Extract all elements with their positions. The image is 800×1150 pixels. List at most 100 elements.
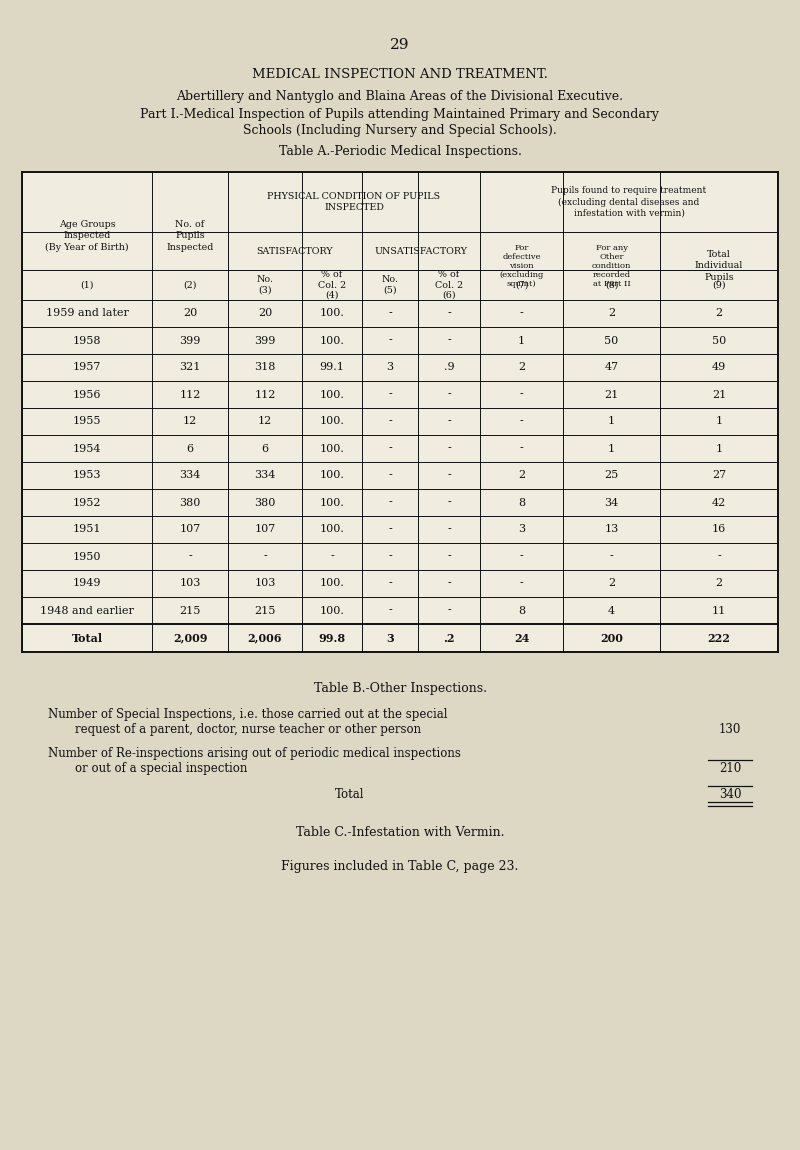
Text: 1956: 1956 bbox=[73, 390, 102, 399]
Text: 2: 2 bbox=[518, 470, 525, 481]
Text: -: - bbox=[447, 336, 451, 345]
Text: 112: 112 bbox=[254, 390, 276, 399]
Text: 100.: 100. bbox=[319, 606, 345, 615]
Text: -: - bbox=[520, 308, 523, 319]
Text: -: - bbox=[388, 390, 392, 399]
Text: 1958: 1958 bbox=[73, 336, 102, 345]
Text: -: - bbox=[520, 416, 523, 427]
Text: 321: 321 bbox=[179, 362, 201, 373]
Text: 1: 1 bbox=[715, 444, 722, 453]
Text: (8): (8) bbox=[605, 281, 618, 290]
Text: 222: 222 bbox=[707, 632, 730, 644]
Text: -: - bbox=[520, 552, 523, 561]
Text: 49: 49 bbox=[712, 362, 726, 373]
Text: 8: 8 bbox=[518, 606, 525, 615]
Text: -: - bbox=[520, 390, 523, 399]
Text: -: - bbox=[388, 308, 392, 319]
Text: Age Groups
Inspected
(By Year of Birth): Age Groups Inspected (By Year of Birth) bbox=[45, 220, 129, 252]
Text: 20: 20 bbox=[258, 308, 272, 319]
Text: Pupils found to require treatment
(excluding dental diseases and
infestation wit: Pupils found to require treatment (exclu… bbox=[551, 186, 706, 217]
Text: 1: 1 bbox=[608, 444, 615, 453]
Text: 1957: 1957 bbox=[73, 362, 101, 373]
Text: 47: 47 bbox=[605, 362, 618, 373]
Text: Table A.-Periodic Medical Inspections.: Table A.-Periodic Medical Inspections. bbox=[278, 145, 522, 158]
Text: -: - bbox=[388, 444, 392, 453]
Text: -: - bbox=[388, 498, 392, 507]
Text: 318: 318 bbox=[254, 362, 276, 373]
Text: -: - bbox=[188, 552, 192, 561]
Text: 21: 21 bbox=[712, 390, 726, 399]
Text: No.
(5): No. (5) bbox=[382, 275, 398, 294]
Text: 1: 1 bbox=[608, 416, 615, 427]
Text: 380: 380 bbox=[179, 498, 201, 507]
Text: 107: 107 bbox=[254, 524, 276, 535]
Text: -: - bbox=[447, 552, 451, 561]
Text: 2: 2 bbox=[608, 308, 615, 319]
Text: .9: .9 bbox=[444, 362, 454, 373]
Text: 334: 334 bbox=[254, 470, 276, 481]
Text: 99.8: 99.8 bbox=[318, 632, 346, 644]
Text: 27: 27 bbox=[712, 470, 726, 481]
Text: Total
Individual
Pupils: Total Individual Pupils bbox=[695, 251, 743, 282]
Text: 1951: 1951 bbox=[73, 524, 102, 535]
Text: 50: 50 bbox=[712, 336, 726, 345]
Text: 12: 12 bbox=[258, 416, 272, 427]
Text: 210: 210 bbox=[719, 762, 741, 775]
Text: 1954: 1954 bbox=[73, 444, 102, 453]
Text: PHYSICAL CONDITION OF PUPILS
INSPECTED: PHYSICAL CONDITION OF PUPILS INSPECTED bbox=[267, 192, 441, 213]
Text: -: - bbox=[388, 416, 392, 427]
Text: (9): (9) bbox=[712, 281, 726, 290]
Text: -: - bbox=[388, 524, 392, 535]
Text: (7): (7) bbox=[514, 281, 528, 290]
Text: No. of
Pupils
Inspected: No. of Pupils Inspected bbox=[166, 220, 214, 252]
Text: 380: 380 bbox=[254, 498, 276, 507]
Text: For any
Other
condition
recorded
at Part II: For any Other condition recorded at Part… bbox=[592, 244, 631, 289]
Text: 21: 21 bbox=[604, 390, 618, 399]
Text: 1959 and later: 1959 and later bbox=[46, 308, 129, 319]
Text: Part I.-Medical Inspection of Pupils attending Maintained Primary and Secondary: Part I.-Medical Inspection of Pupils att… bbox=[141, 108, 659, 121]
Text: 13: 13 bbox=[604, 524, 618, 535]
Text: 3: 3 bbox=[386, 362, 394, 373]
Text: -: - bbox=[520, 444, 523, 453]
Text: -: - bbox=[388, 606, 392, 615]
Text: 1950: 1950 bbox=[73, 552, 102, 561]
Text: 99.1: 99.1 bbox=[319, 362, 345, 373]
Text: 34: 34 bbox=[604, 498, 618, 507]
Text: -: - bbox=[263, 552, 267, 561]
Text: 100.: 100. bbox=[319, 308, 345, 319]
Text: 340: 340 bbox=[718, 788, 742, 802]
Text: Table C.-Infestation with Vermin.: Table C.-Infestation with Vermin. bbox=[296, 826, 504, 840]
Text: Table B.-Other Inspections.: Table B.-Other Inspections. bbox=[314, 682, 486, 695]
Text: 103: 103 bbox=[179, 578, 201, 589]
Text: Number of Special Inspections, i.e. those carried out at the special: Number of Special Inspections, i.e. thos… bbox=[48, 708, 447, 721]
Text: 42: 42 bbox=[712, 498, 726, 507]
Text: 112: 112 bbox=[179, 390, 201, 399]
Text: 3: 3 bbox=[386, 632, 394, 644]
Text: 2: 2 bbox=[608, 578, 615, 589]
Text: SATISFACTORY: SATISFACTORY bbox=[257, 246, 334, 255]
Text: 12: 12 bbox=[183, 416, 197, 427]
Text: 8: 8 bbox=[518, 498, 525, 507]
Text: 100.: 100. bbox=[319, 416, 345, 427]
Text: Schools (Including Nursery and Special Schools).: Schools (Including Nursery and Special S… bbox=[243, 124, 557, 137]
Text: 200: 200 bbox=[600, 632, 623, 644]
Text: 3: 3 bbox=[518, 524, 525, 535]
Text: 100.: 100. bbox=[319, 578, 345, 589]
Text: or out of a special inspection: or out of a special inspection bbox=[75, 762, 247, 775]
Text: 2: 2 bbox=[715, 578, 722, 589]
Text: 29: 29 bbox=[390, 38, 410, 52]
Text: 399: 399 bbox=[254, 336, 276, 345]
Text: 1953: 1953 bbox=[73, 470, 102, 481]
Text: -: - bbox=[520, 578, 523, 589]
Text: 50: 50 bbox=[604, 336, 618, 345]
Text: 100.: 100. bbox=[319, 498, 345, 507]
Text: 100.: 100. bbox=[319, 444, 345, 453]
Text: .2: .2 bbox=[443, 632, 454, 644]
Text: 1: 1 bbox=[715, 416, 722, 427]
Text: 6: 6 bbox=[186, 444, 194, 453]
Text: 130: 130 bbox=[719, 723, 741, 736]
Text: 2,006: 2,006 bbox=[248, 632, 282, 644]
Text: (1): (1) bbox=[80, 281, 94, 290]
Text: 2,009: 2,009 bbox=[173, 632, 207, 644]
Text: 100.: 100. bbox=[319, 470, 345, 481]
